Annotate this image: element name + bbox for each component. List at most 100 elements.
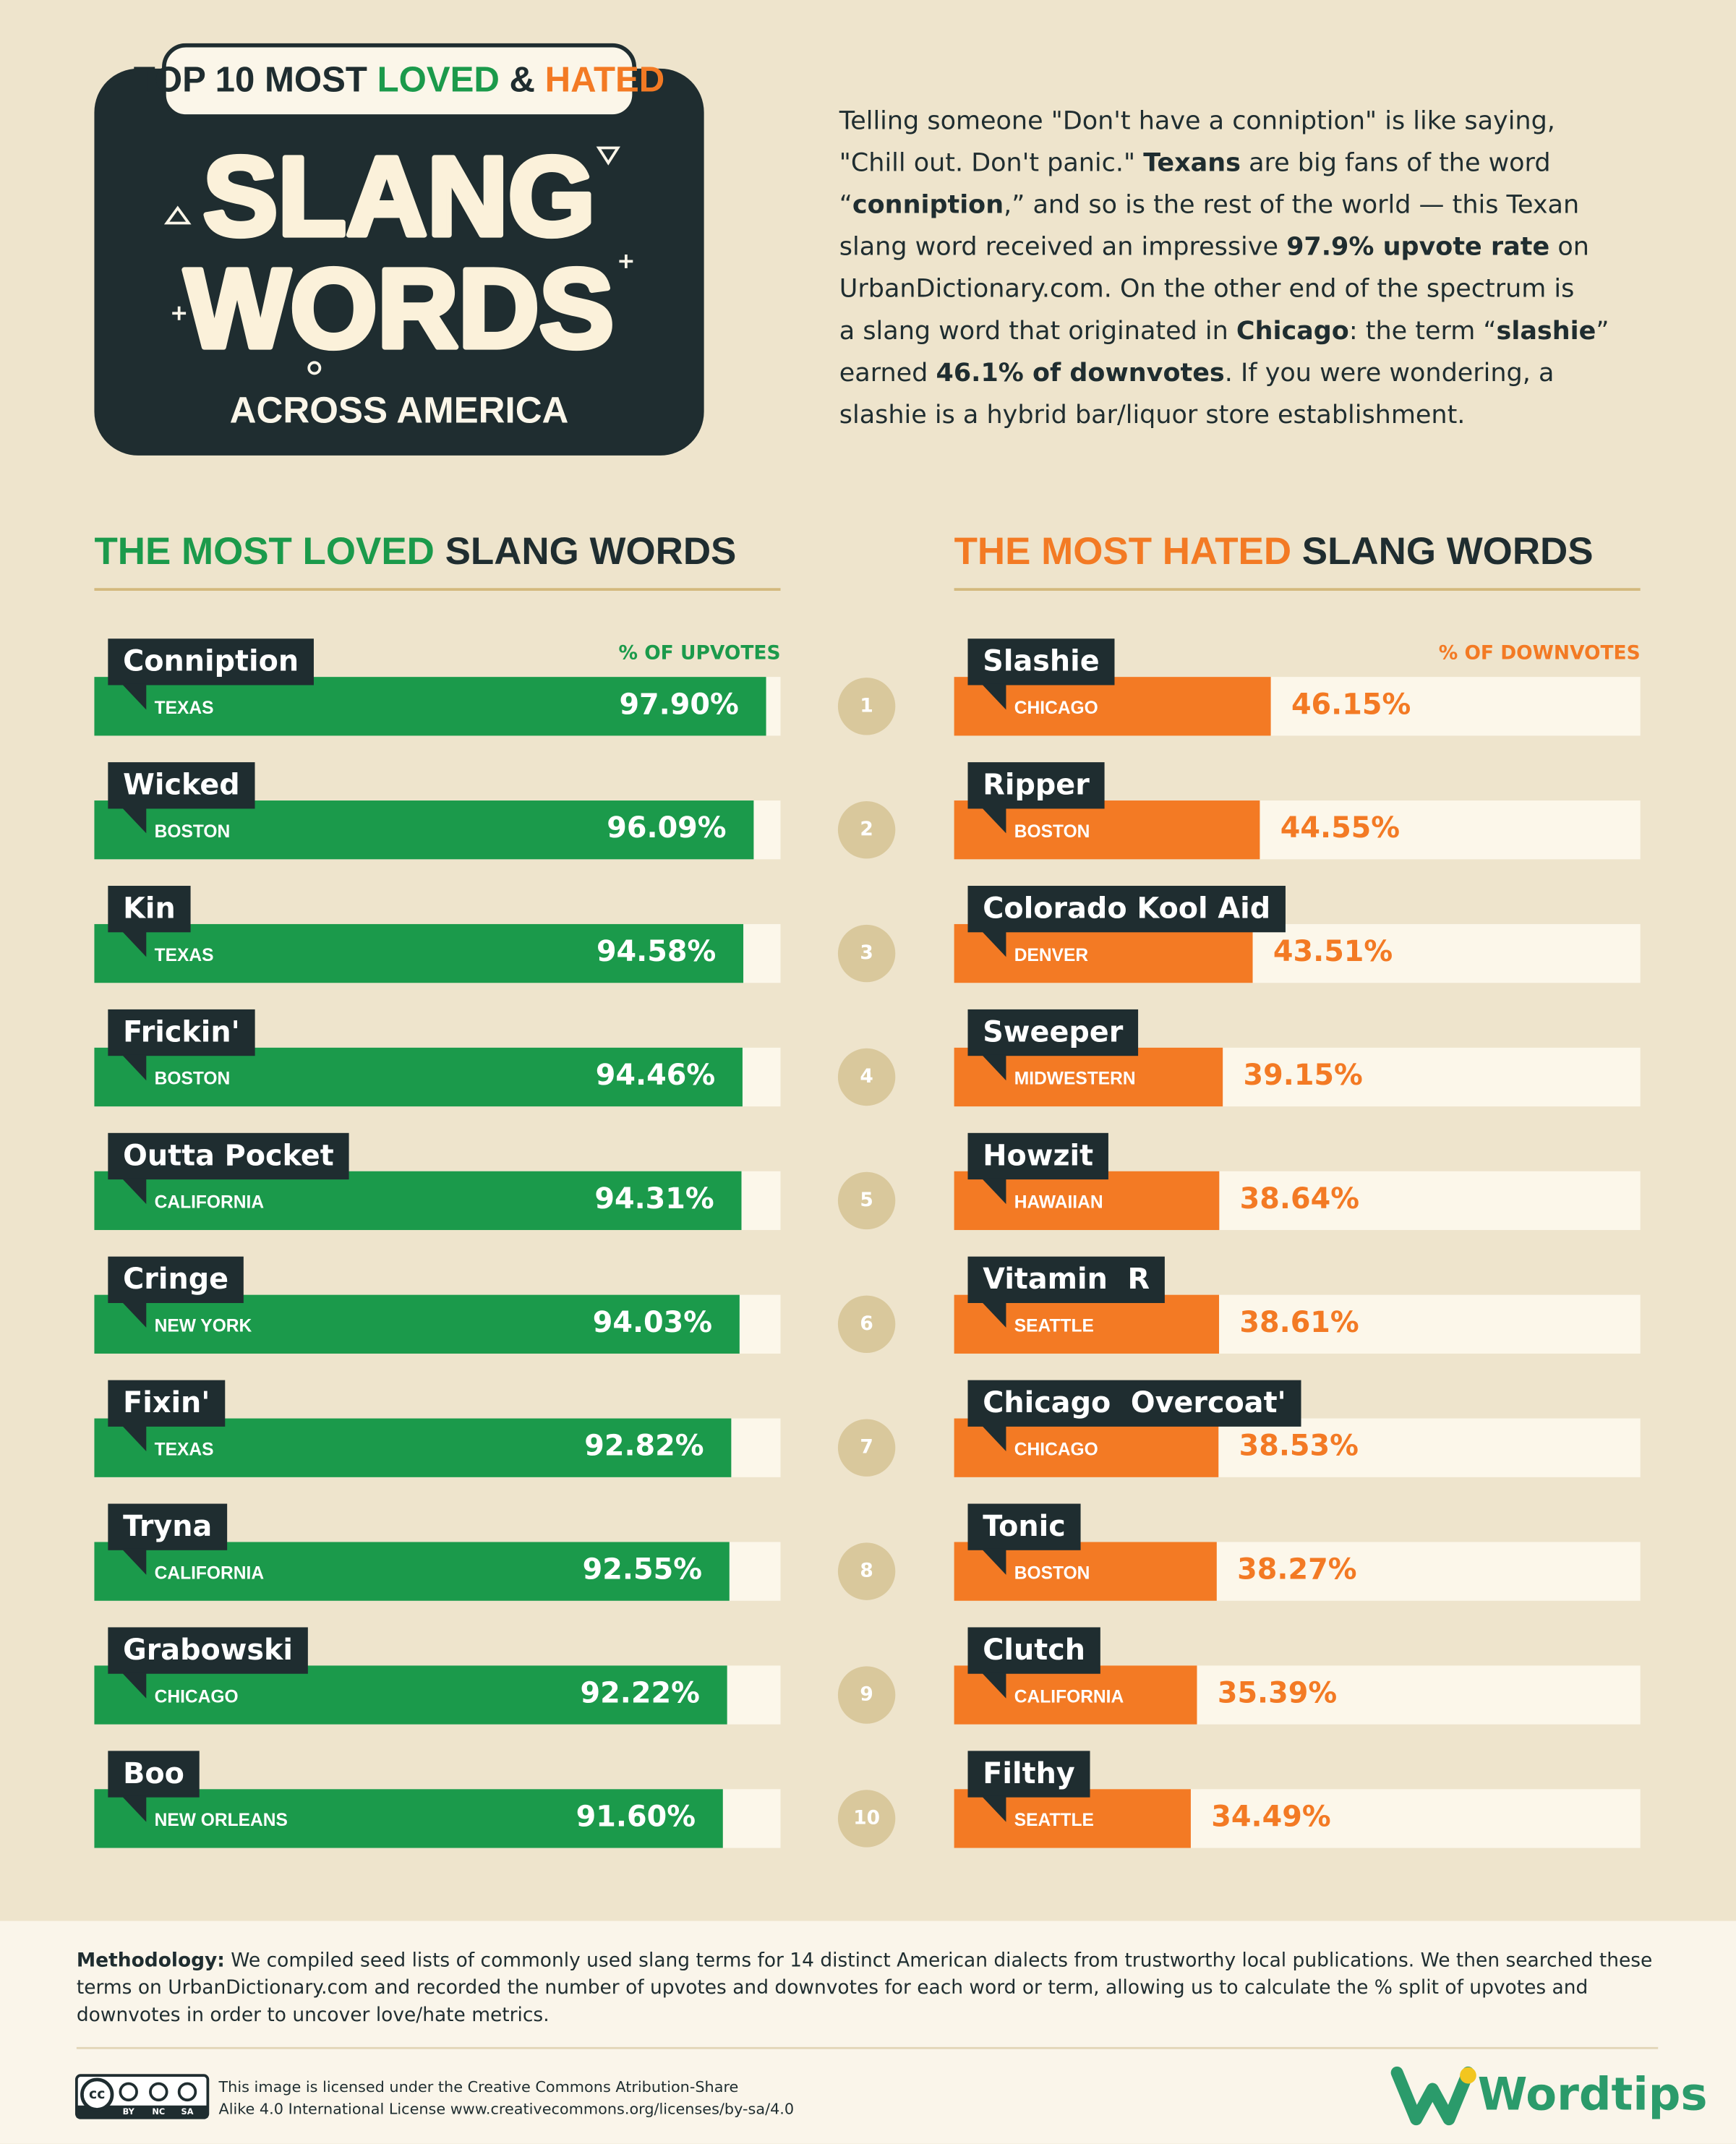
- intro-line: a slang word that originated in Chicago:…: [839, 317, 1609, 346]
- rank-circle: [837, 800, 896, 859]
- word-tag: [967, 762, 1105, 809]
- header-badge: [162, 43, 637, 119]
- text-run: slang word received an impressive: [839, 233, 1286, 262]
- intro-line: "Chill out. Don't panic." Texans are big…: [839, 149, 1551, 178]
- text-run: Chicago: [1236, 317, 1349, 346]
- text-run: We compiled seed lists of commonly used …: [225, 1949, 1652, 1971]
- value-label: 38.64%: [1240, 1182, 1359, 1216]
- bar: [94, 1171, 742, 1231]
- word-tag-tail: [981, 1795, 1006, 1822]
- chart-title-rest: SLANG WORDS: [1291, 530, 1593, 573]
- word-tag-tail: [121, 1178, 147, 1205]
- rank-circle: [837, 1790, 896, 1848]
- word-tag: [108, 638, 314, 686]
- value-label: 39.15%: [1244, 1059, 1363, 1092]
- intro-paragraph: Telling someone "Don't have a conniption…: [839, 107, 1609, 430]
- word-label: Sweeper: [983, 1015, 1123, 1048]
- text-run: 46.1% of downvotes: [936, 359, 1225, 388]
- text-run: slashie: [1497, 317, 1596, 346]
- word-label: Frickin': [123, 1015, 240, 1048]
- word-tag: [967, 1256, 1165, 1304]
- decor-triangle: [163, 205, 192, 225]
- rank-circle: [837, 1419, 896, 1477]
- region-label: CHICAGO: [1014, 699, 1098, 718]
- value-label: 92.55%: [583, 1553, 702, 1586]
- license-cc: cc: [89, 2086, 105, 2102]
- word-tag: [108, 1380, 226, 1427]
- region-label: CHICAGO: [155, 1687, 239, 1707]
- word-tag: [108, 1751, 200, 1798]
- text-run: “: [839, 191, 852, 220]
- rank-label: 6: [860, 1312, 873, 1335]
- intro-line: slang word received an impressive 97.9% …: [839, 233, 1589, 262]
- word-tag: [108, 1256, 244, 1304]
- region-label: BOSTON: [1014, 822, 1090, 842]
- badge-hated: HATED: [545, 61, 665, 100]
- word-tag-tail: [981, 1178, 1006, 1205]
- word-label: Wicked: [123, 769, 240, 802]
- license-by: BY: [123, 2106, 135, 2117]
- decor-triangle: [596, 146, 620, 166]
- license-text: Alike 4.0 International License www.crea…: [218, 2100, 794, 2117]
- word-label: Outta Pocket: [123, 1139, 334, 1172]
- word-label: Tonic: [983, 1510, 1065, 1543]
- word-tag: [967, 1503, 1081, 1550]
- rank-circle: [837, 924, 896, 983]
- word-label: Vitamin R: [983, 1263, 1150, 1296]
- chart-title-highlight: THE MOST LOVED: [94, 530, 434, 573]
- bar: [94, 677, 766, 736]
- brand-name: Wordtips: [1478, 2067, 1708, 2120]
- word-tag: [967, 1132, 1108, 1180]
- region-label: BOSTON: [155, 822, 231, 842]
- text-run: "Chill out. Don't panic.": [839, 149, 1143, 178]
- bar: [94, 1542, 730, 1601]
- rank-circle: [837, 1666, 896, 1724]
- text-run: Texans: [1143, 149, 1241, 178]
- bar: [94, 1665, 727, 1725]
- chart-title: THE MOST LOVED SLANG WORDS: [94, 530, 736, 573]
- bar: [954, 677, 1271, 736]
- rank-label: 8: [860, 1560, 873, 1582]
- license-icon: [149, 2082, 168, 2102]
- word-tag-tail: [121, 1302, 147, 1328]
- word-tag: [967, 1627, 1100, 1674]
- text-run: . If you were wondering, a: [1225, 359, 1555, 388]
- region-label: BOSTON: [155, 1069, 231, 1089]
- word-label: Fixin': [123, 1386, 210, 1419]
- value-label: 97.90%: [619, 688, 738, 721]
- region-label: BOSTON: [1014, 1563, 1090, 1583]
- chart-title-highlight: THE MOST HATED: [954, 530, 1291, 573]
- word-tag: [108, 762, 255, 809]
- license-text: This image is licensed under the Creativ…: [218, 2078, 738, 2096]
- region-label: MIDWESTERN: [1014, 1069, 1136, 1089]
- value-label: 46.15%: [1291, 688, 1411, 721]
- word-tag: [967, 1009, 1139, 1056]
- rank-label: 4: [860, 1065, 873, 1088]
- text-run: 97.9% upvote rate: [1286, 233, 1549, 262]
- word-label: Grabowski: [123, 1633, 293, 1667]
- region-label: SEATTLE: [1014, 1317, 1094, 1336]
- text-run: ”: [1596, 317, 1609, 346]
- word-tag-tail: [121, 1795, 147, 1822]
- word-tag-tail: [981, 1054, 1006, 1081]
- word-label: Tryna: [123, 1510, 212, 1543]
- value-label: 38.53%: [1239, 1430, 1359, 1463]
- text-run: slashie is a hybrid bar/liquor store est…: [839, 401, 1466, 430]
- rank-label: 2: [860, 818, 873, 840]
- value-label: 44.55%: [1280, 811, 1400, 845]
- text-run: conniption: [852, 191, 1004, 220]
- word-tag-tail: [981, 683, 1006, 710]
- rank-label: 3: [860, 941, 873, 964]
- value-label: 38.61%: [1239, 1306, 1359, 1339]
- word-label: Kin: [123, 892, 176, 926]
- intro-line: UrbanDictionary.com. On the other end of…: [839, 275, 1575, 304]
- region-label: TEXAS: [155, 1440, 214, 1459]
- rank-label: 5: [860, 1189, 873, 1211]
- word-tag: [967, 1380, 1301, 1427]
- value-label: 34.49%: [1211, 1800, 1330, 1833]
- header-card: [94, 68, 704, 456]
- text-run: terms on UrbanDictionary.com and recorde…: [77, 1976, 1588, 1999]
- text-run: Methodology:: [77, 1949, 225, 1971]
- value-label: 43.51%: [1273, 935, 1393, 968]
